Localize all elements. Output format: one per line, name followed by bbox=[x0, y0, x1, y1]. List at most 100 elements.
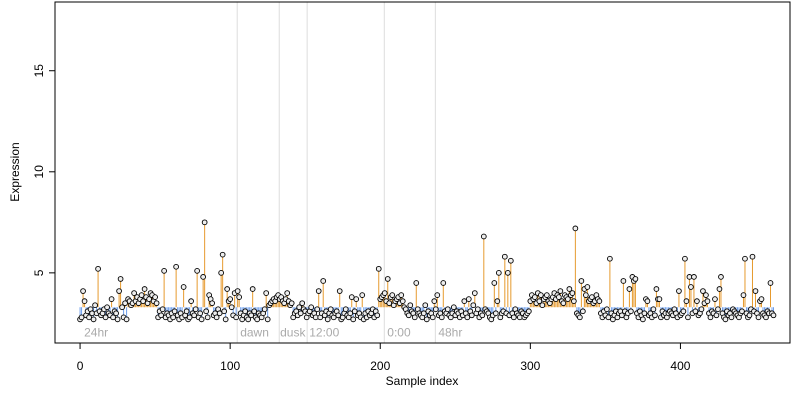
point bbox=[170, 314, 176, 321]
point bbox=[180, 284, 187, 290]
point bbox=[350, 316, 357, 323]
point bbox=[204, 314, 211, 321]
point bbox=[763, 314, 769, 321]
point bbox=[584, 284, 591, 290]
point bbox=[140, 298, 146, 305]
point bbox=[605, 314, 612, 321]
point bbox=[569, 290, 576, 296]
point bbox=[320, 278, 327, 284]
point bbox=[422, 302, 429, 309]
point bbox=[501, 253, 508, 260]
point bbox=[228, 304, 235, 311]
point bbox=[703, 292, 709, 298]
annotation: 48hr bbox=[438, 326, 462, 340]
point bbox=[742, 255, 748, 262]
point bbox=[580, 308, 586, 315]
point bbox=[342, 306, 349, 313]
point bbox=[431, 298, 438, 305]
point bbox=[314, 306, 321, 313]
point bbox=[650, 306, 657, 313]
point bbox=[444, 306, 451, 313]
point bbox=[432, 306, 439, 313]
point bbox=[632, 276, 639, 282]
point bbox=[92, 302, 98, 309]
point bbox=[249, 286, 256, 292]
point bbox=[715, 306, 721, 313]
y-axis-title: Expression bbox=[8, 142, 22, 201]
point bbox=[450, 304, 457, 311]
point bbox=[700, 288, 706, 294]
point bbox=[740, 292, 747, 298]
point bbox=[746, 312, 753, 319]
point bbox=[227, 296, 234, 302]
point bbox=[351, 308, 358, 315]
point bbox=[375, 265, 382, 272]
point bbox=[347, 310, 354, 317]
point bbox=[261, 306, 268, 313]
point bbox=[353, 296, 360, 302]
point bbox=[722, 316, 729, 323]
point bbox=[201, 219, 208, 226]
point bbox=[578, 278, 585, 284]
plot-frame bbox=[54, 1, 791, 344]
point bbox=[80, 288, 86, 294]
point bbox=[676, 288, 682, 294]
point bbox=[440, 280, 447, 286]
y-tick-label: 10 bbox=[32, 165, 46, 179]
point bbox=[620, 278, 627, 284]
point bbox=[110, 314, 116, 321]
x-tick-label: 0 bbox=[77, 359, 84, 373]
point bbox=[113, 310, 119, 317]
point bbox=[525, 308, 532, 315]
point bbox=[411, 314, 418, 321]
point bbox=[596, 298, 603, 305]
point bbox=[583, 292, 589, 298]
point bbox=[198, 316, 205, 323]
point bbox=[429, 314, 436, 321]
point bbox=[90, 316, 97, 323]
point bbox=[221, 308, 228, 315]
point bbox=[405, 312, 412, 319]
point bbox=[191, 312, 197, 319]
point bbox=[218, 270, 225, 276]
point bbox=[284, 290, 291, 296]
point bbox=[131, 290, 137, 296]
point bbox=[254, 316, 261, 323]
point bbox=[122, 300, 128, 307]
point bbox=[491, 280, 498, 286]
x-axis-title: Sample index bbox=[386, 374, 459, 388]
point bbox=[504, 270, 511, 276]
point bbox=[572, 225, 579, 232]
point bbox=[236, 294, 243, 300]
point bbox=[604, 306, 610, 313]
point bbox=[233, 314, 240, 321]
point bbox=[324, 316, 331, 323]
point bbox=[398, 292, 405, 298]
point bbox=[384, 276, 391, 282]
point bbox=[213, 314, 220, 321]
point bbox=[146, 296, 152, 302]
point bbox=[315, 288, 322, 294]
point bbox=[348, 294, 355, 300]
point bbox=[461, 298, 468, 305]
point bbox=[192, 306, 199, 313]
point bbox=[138, 292, 145, 298]
point bbox=[479, 312, 486, 319]
point bbox=[495, 270, 502, 276]
point bbox=[216, 310, 223, 317]
point bbox=[186, 314, 193, 321]
point bbox=[680, 308, 687, 315]
point bbox=[245, 316, 252, 323]
x-tick-label: 300 bbox=[520, 359, 540, 373]
point bbox=[413, 280, 420, 286]
point bbox=[656, 296, 663, 302]
x-tick-label: 200 bbox=[370, 359, 390, 373]
point bbox=[471, 290, 478, 296]
point bbox=[407, 302, 414, 309]
x-tick-label: 100 bbox=[220, 359, 240, 373]
point bbox=[152, 294, 158, 300]
annotation: 0:00 bbox=[387, 326, 411, 340]
point bbox=[494, 298, 501, 305]
point bbox=[644, 298, 651, 305]
point bbox=[465, 296, 472, 302]
